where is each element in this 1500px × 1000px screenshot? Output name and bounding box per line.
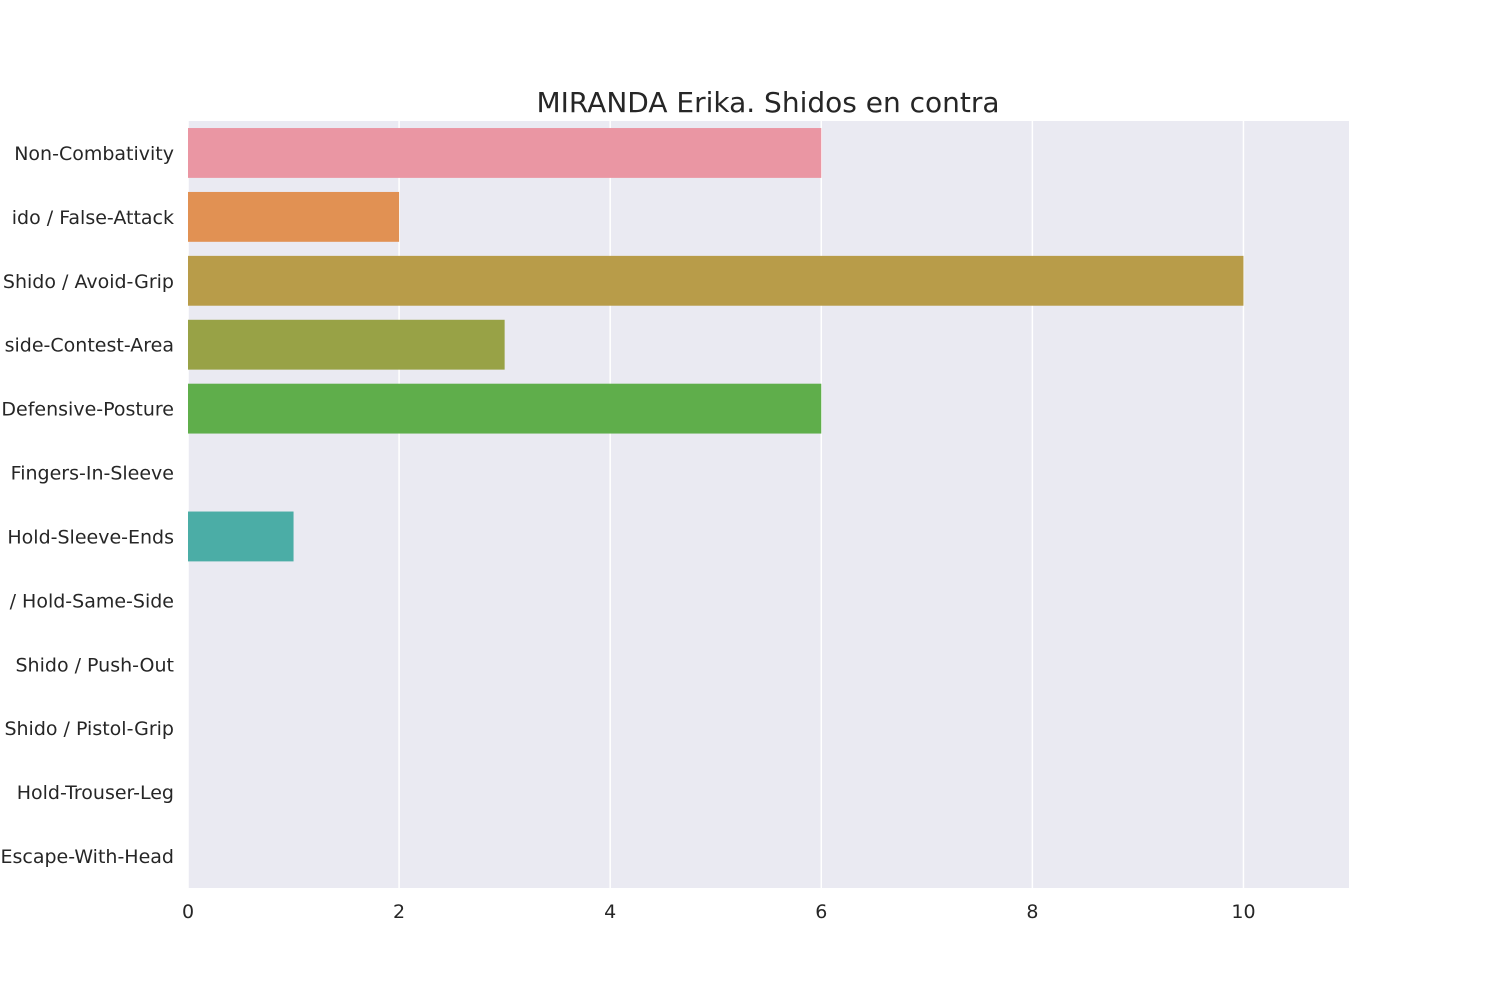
- plot-background: [188, 121, 1349, 888]
- y-tick-label: Non-Combativity: [14, 143, 174, 165]
- y-tick-label: Fingers-In-Sleeve: [11, 463, 174, 485]
- bar: [188, 255, 1244, 306]
- x-tick-label: 0: [182, 901, 194, 923]
- bar: [188, 511, 294, 562]
- y-tick-label: Escape-With-Head: [0, 846, 174, 868]
- y-tick-label: Shido / Avoid-Grip: [3, 271, 174, 293]
- y-tick-label: side-Contest-Area: [5, 335, 174, 357]
- x-tick-label: 10: [1231, 901, 1255, 923]
- y-tick-label: Hold-Sleeve-Ends: [7, 526, 174, 548]
- y-tick-label: Hold-Trouser-Leg: [17, 782, 174, 804]
- y-tick-labels: Non-Combativity ido / False-Attack Shido /…: [0, 143, 174, 868]
- bar: [188, 191, 400, 242]
- x-tick-label: 8: [1026, 901, 1038, 923]
- chart-title: MIRANDA Erika. Shidos en contra: [536, 86, 999, 119]
- x-tick-label: 4: [604, 901, 616, 923]
- bar: [188, 319, 505, 370]
- bar: [188, 128, 822, 178]
- y-tick-label: ido / False-Attack: [12, 207, 174, 229]
- x-tick-label: 6: [815, 901, 827, 923]
- y-tick-label: Defensive-Posture: [1, 399, 174, 421]
- bars: [188, 128, 1244, 562]
- y-tick-label: Shido / Pistol-Grip: [4, 718, 174, 740]
- x-tick-label: 2: [393, 901, 405, 923]
- y-tick-label: / Hold-Same-Side: [10, 590, 174, 612]
- bar: [188, 383, 822, 434]
- x-tick-labels: 0 2 4 6 8 10: [182, 901, 1256, 923]
- y-tick-label: Shido / Push-Out: [16, 654, 175, 676]
- x-gridlines: [187, 121, 1245, 888]
